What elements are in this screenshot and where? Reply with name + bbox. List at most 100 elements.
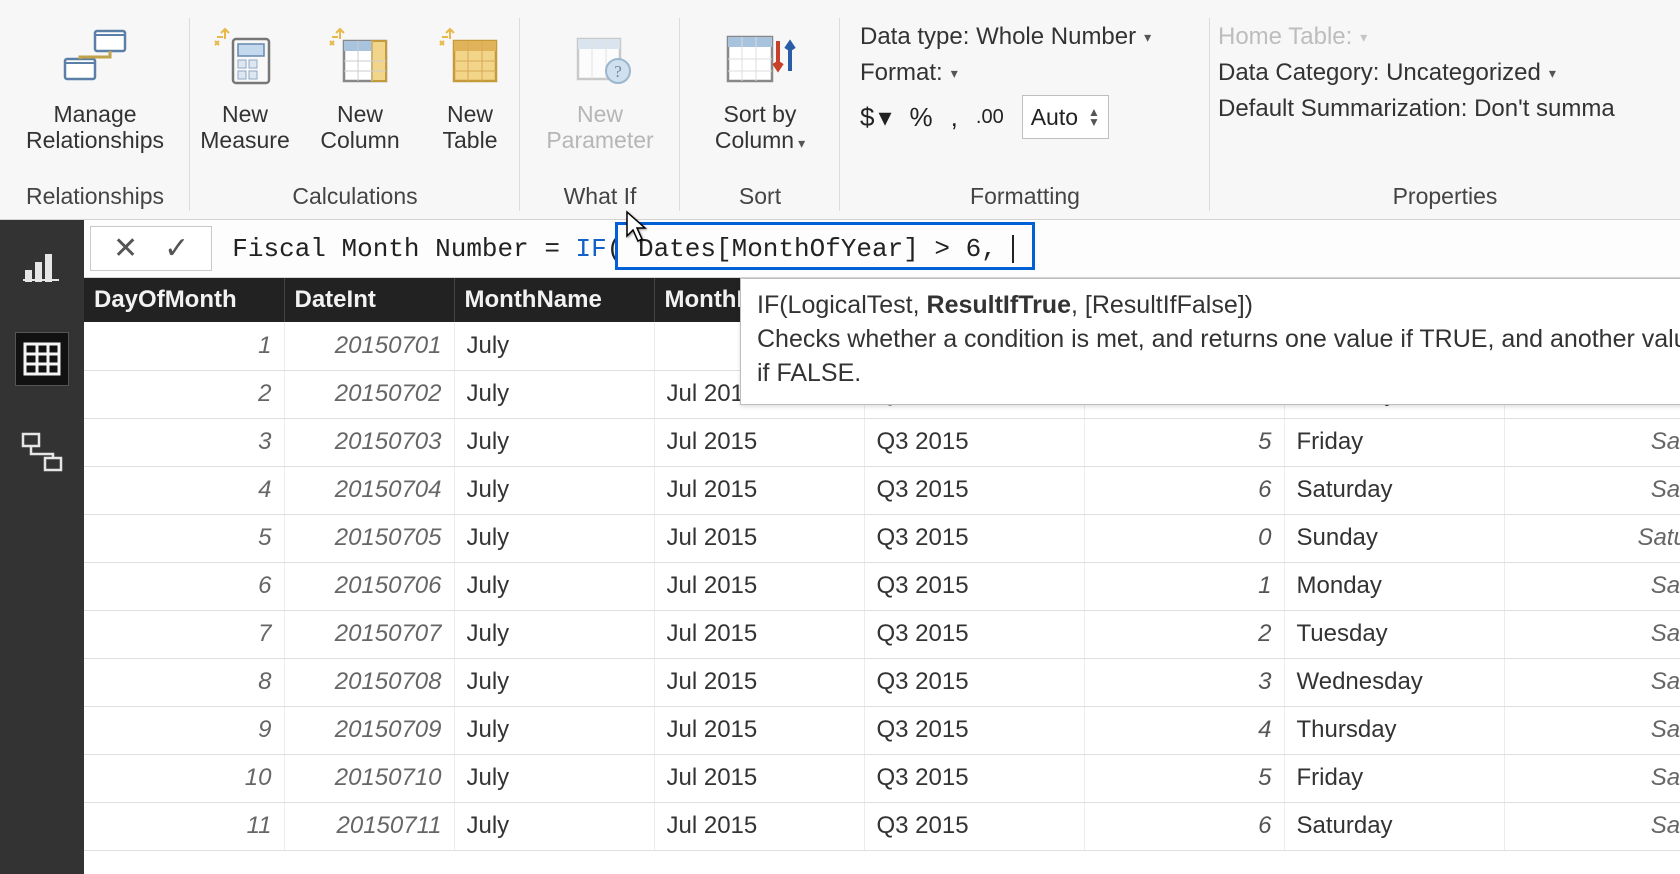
- table-cell[interactable]: Q3 2015: [864, 802, 1084, 850]
- thousands-separator-button[interactable]: ,: [951, 102, 958, 133]
- table-cell[interactable]: Saturd: [1504, 754, 1680, 802]
- table-cell[interactable]: 2: [84, 370, 284, 418]
- table-row[interactable]: 1120150711JulyJul 2015Q3 20156SaturdaySa…: [84, 802, 1680, 850]
- table-cell[interactable]: 0: [1084, 514, 1284, 562]
- table-cell[interactable]: Q3 2015: [864, 706, 1084, 754]
- table-row[interactable]: 920150709JulyJul 2015Q3 20154ThursdaySat…: [84, 706, 1680, 754]
- table-row[interactable]: 1020150710JulyJul 2015Q3 20155FridaySatu…: [84, 754, 1680, 802]
- table-cell[interactable]: 6: [1084, 802, 1284, 850]
- table-cell[interactable]: Jul 2015: [654, 658, 864, 706]
- table-cell[interactable]: July: [454, 466, 654, 514]
- table-row[interactable]: 820150708JulyJul 2015Q3 20153WednesdaySa…: [84, 658, 1680, 706]
- table-cell[interactable]: 20150710: [284, 754, 454, 802]
- format-dropdown[interactable]: Format: ▾: [860, 59, 1190, 87]
- table-row[interactable]: 320150703JulyJul 2015Q3 20155FridaySatur…: [84, 418, 1680, 466]
- sort-by-column-button[interactable]: Sort by Column▾: [690, 5, 830, 154]
- table-cell[interactable]: Wednesday: [1284, 658, 1504, 706]
- table-cell[interactable]: 10: [84, 754, 284, 802]
- table-cell[interactable]: 20150711: [284, 802, 454, 850]
- table-cell[interactable]: Jul 2015: [654, 802, 864, 850]
- table-cell[interactable]: 3: [1084, 658, 1284, 706]
- table-cell[interactable]: Friday: [1284, 418, 1504, 466]
- table-row[interactable]: 420150704JulyJul 2015Q3 20156SaturdaySat…: [84, 466, 1680, 514]
- manage-relationships-button[interactable]: Manage Relationships: [10, 5, 180, 154]
- table-cell[interactable]: Jul 2015: [654, 466, 864, 514]
- table-cell[interactable]: July: [454, 418, 654, 466]
- table-cell[interactable]: Sunday: [1284, 514, 1504, 562]
- table-cell[interactable]: 4: [1084, 706, 1284, 754]
- data-type-dropdown[interactable]: Data type: Whole Number ▾: [860, 23, 1190, 51]
- table-cell[interactable]: Jul 2015: [654, 706, 864, 754]
- table-cell[interactable]: 1: [84, 322, 284, 370]
- new-table-button[interactable]: New Table: [420, 5, 520, 154]
- table-cell[interactable]: Tuesday: [1284, 610, 1504, 658]
- table-cell[interactable]: 20150704: [284, 466, 454, 514]
- table-cell[interactable]: Q3 2015: [864, 466, 1084, 514]
- table-cell[interactable]: 7: [84, 610, 284, 658]
- table-cell[interactable]: Jul 2015: [654, 418, 864, 466]
- table-cell[interactable]: July: [454, 706, 654, 754]
- table-cell[interactable]: Saturd: [1504, 418, 1680, 466]
- table-cell[interactable]: Q3 2015: [864, 514, 1084, 562]
- new-column-button[interactable]: New Column: [310, 5, 410, 154]
- table-cell[interactable]: 20150705: [284, 514, 454, 562]
- table-cell[interactable]: Saturd: [1504, 610, 1680, 658]
- table-cell[interactable]: Q3 2015: [864, 562, 1084, 610]
- formula-input[interactable]: Fiscal Month Number = IF( Dates[MonthOfY…: [218, 220, 1680, 277]
- model-view-button[interactable]: [15, 426, 69, 480]
- table-cell[interactable]: Saturd: [1504, 706, 1680, 754]
- table-cell[interactable]: 2: [1084, 610, 1284, 658]
- table-cell[interactable]: 8: [84, 658, 284, 706]
- table-cell[interactable]: Q3 2015: [864, 754, 1084, 802]
- column-header[interactable]: MonthName: [454, 278, 654, 322]
- cancel-formula-button[interactable]: ✕: [113, 231, 138, 266]
- table-cell[interactable]: July: [454, 322, 654, 370]
- table-cell[interactable]: Q3 2015: [864, 658, 1084, 706]
- percent-format-button[interactable]: %: [910, 102, 933, 133]
- table-cell[interactable]: July: [454, 658, 654, 706]
- table-cell[interactable]: Jul 2015: [654, 562, 864, 610]
- table-cell[interactable]: 20150706: [284, 562, 454, 610]
- table-cell[interactable]: Jul 2015: [654, 610, 864, 658]
- table-cell[interactable]: Saturd: [1504, 802, 1680, 850]
- table-cell[interactable]: 5: [1084, 418, 1284, 466]
- column-header[interactable]: DayOfMonth: [84, 278, 284, 322]
- table-cell[interactable]: 20150703: [284, 418, 454, 466]
- table-cell[interactable]: 6: [84, 562, 284, 610]
- data-view-button[interactable]: [15, 332, 69, 386]
- table-cell[interactable]: 20150709: [284, 706, 454, 754]
- table-cell[interactable]: 3: [84, 418, 284, 466]
- table-cell[interactable]: July: [454, 754, 654, 802]
- table-cell[interactable]: Saturd: [1504, 658, 1680, 706]
- table-cell[interactable]: 6: [1084, 466, 1284, 514]
- table-cell[interactable]: Jul 2015: [654, 514, 864, 562]
- data-category-dropdown[interactable]: Data Category: Uncategorized ▾: [1218, 59, 1672, 87]
- table-cell[interactable]: Saturd: [1504, 562, 1680, 610]
- table-cell[interactable]: 20150707: [284, 610, 454, 658]
- stepper-icon[interactable]: ▲▼: [1088, 107, 1100, 127]
- new-measure-button[interactable]: New Measure: [190, 5, 300, 154]
- report-view-button[interactable]: [15, 238, 69, 292]
- table-cell[interactable]: Monday: [1284, 562, 1504, 610]
- column-header[interactable]: DateInt: [284, 278, 454, 322]
- home-table-dropdown[interactable]: Home Table: ▾: [1218, 23, 1672, 51]
- default-summarization-dropdown[interactable]: Default Summarization: Don't summa: [1218, 95, 1672, 123]
- table-cell[interactable]: July: [454, 370, 654, 418]
- table-cell[interactable]: July: [454, 802, 654, 850]
- table-cell[interactable]: 1: [1084, 562, 1284, 610]
- table-cell[interactable]: 4: [84, 466, 284, 514]
- table-cell[interactable]: Saturday: [1284, 466, 1504, 514]
- table-cell[interactable]: 20150708: [284, 658, 454, 706]
- table-cell[interactable]: Q3 2015: [864, 610, 1084, 658]
- table-cell[interactable]: Jul 2015: [654, 754, 864, 802]
- table-cell[interactable]: 5: [1084, 754, 1284, 802]
- table-cell[interactable]: 20150701: [284, 322, 454, 370]
- table-cell[interactable]: Thursday: [1284, 706, 1504, 754]
- commit-formula-button[interactable]: ✓: [164, 231, 189, 266]
- table-cell[interactable]: 11: [84, 802, 284, 850]
- table-cell[interactable]: July: [454, 610, 654, 658]
- currency-format-button[interactable]: $ ▾: [860, 102, 892, 133]
- table-cell[interactable]: 5: [84, 514, 284, 562]
- decimal-places-input[interactable]: Auto ▲▼: [1022, 95, 1109, 139]
- table-row[interactable]: 620150706JulyJul 2015Q3 20151MondaySatur…: [84, 562, 1680, 610]
